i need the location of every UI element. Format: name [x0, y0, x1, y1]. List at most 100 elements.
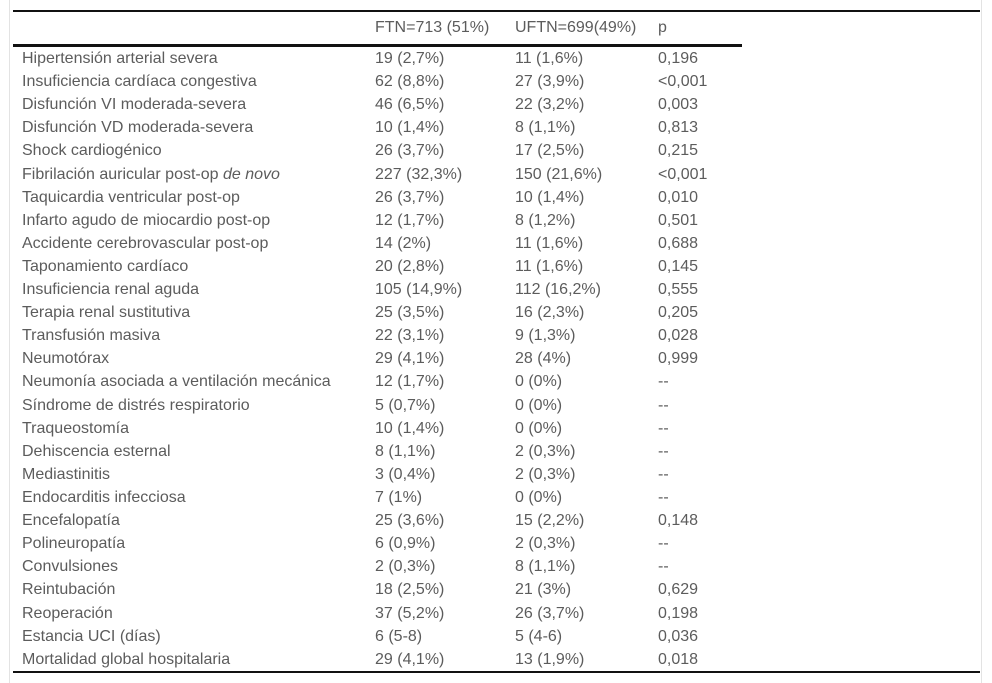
uftn-value-cell: 112 (16,2%)	[515, 281, 601, 299]
table-row: Disfunción VD moderada-severa 10 (1,4%) …	[13, 116, 980, 139]
condition-cell: Reintubación	[13, 580, 366, 599]
condition-cell: Accidente cerebrovascular post-op	[13, 234, 366, 253]
ftn-value-cell: 5 (0,7%)	[375, 396, 436, 414]
condition-label: Disfunción VD moderada-severa	[22, 119, 254, 137]
condition-label: Encefalopatía	[22, 512, 120, 530]
uftn-value-cell: 21 (3%)	[515, 581, 572, 599]
ftn-value-cell: 6 (5-8)	[375, 627, 423, 645]
uftn-value-cell: 28 (4%)	[515, 350, 572, 368]
table-row: Infarto agudo de miocardio post-op 12 (1…	[13, 209, 980, 232]
condition-label: Insuficiencia renal aguda	[22, 281, 200, 299]
condition-cell: Mediastinitis	[13, 465, 366, 484]
ftn-value-cell: 10 (1,4%)	[375, 419, 445, 437]
table-row: Mediastinitis 3 (0,4%) 2 (0,3%) --	[13, 463, 980, 486]
ftn-value-cell: 227 (32,3%)	[375, 165, 463, 183]
uftn-value-cell: 8 (1,2%)	[515, 211, 576, 229]
p-value-cell: 0,688	[658, 234, 699, 252]
condition-label: Síndrome de distrés respiratorio	[22, 396, 250, 414]
table-row: Traqueostomía 10 (1,4%) 0 (0%) --	[13, 417, 980, 440]
uftn-value-cell: 8 (1,1%)	[515, 558, 576, 576]
uftn-value-cell: 17 (2,5%)	[515, 142, 585, 160]
table-row: Neumonía asociada a ventilación mecánica…	[13, 371, 980, 394]
p-value-cell: 0,145	[658, 257, 699, 275]
condition-cell: Reoperación	[13, 604, 366, 623]
condition-cell: Disfunción VD moderada-severa	[13, 118, 366, 137]
condition-label: Transfusión masiva	[22, 327, 161, 345]
p-value-cell: 0,198	[658, 604, 699, 622]
table-top-rule	[13, 10, 980, 12]
uftn-value-cell: 150 (21,6%)	[515, 165, 603, 183]
condition-label: Fibrilación auricular post-op	[22, 165, 223, 183]
uftn-value-cell: 16 (2,3%)	[515, 304, 585, 322]
condition-cell: Encefalopatía	[13, 511, 366, 530]
uftn-value-cell: 0 (0%)	[515, 373, 563, 391]
uftn-value-cell: 0 (0%)	[515, 419, 563, 437]
condition-label: Disfunción VI moderada-severa	[22, 96, 247, 114]
ftn-value-cell: 29 (4,1%)	[375, 650, 445, 668]
ftn-value-cell: 2 (0,3%)	[375, 558, 436, 576]
p-value-cell: 0,205	[658, 304, 699, 322]
ftn-value-cell: 7 (1%)	[375, 489, 423, 507]
uftn-value-cell: 5 (4-6)	[515, 627, 563, 645]
condition-cell: Shock cardiogénico	[13, 141, 366, 160]
ftn-value-cell: 25 (3,5%)	[375, 304, 445, 322]
condition-cell: Dehiscencia esternal	[13, 442, 366, 461]
uftn-value-cell: 2 (0,3%)	[515, 442, 576, 460]
condition-label: Neumotórax	[22, 350, 110, 368]
uftn-value-cell: 15 (2,2%)	[515, 512, 585, 530]
p-value-cell: 0,036	[658, 627, 699, 645]
uftn-value-cell: 8 (1,1%)	[515, 119, 576, 137]
condition-label-italic: de novo	[222, 165, 280, 183]
ftn-value-cell: 19 (2,7%)	[375, 49, 445, 67]
condition-cell: Terapia renal sustitutiva	[13, 303, 366, 322]
ftn-value-cell: 6 (0,9%)	[375, 535, 436, 553]
p-value-cell: --	[658, 489, 669, 507]
condition-label: Convulsiones	[22, 558, 119, 576]
table-row: Neumotórax 29 (4,1%) 28 (4%) 0,999	[13, 347, 980, 370]
p-value-cell: 0,148	[658, 512, 699, 530]
uftn-value-cell: 27 (3,9%)	[515, 73, 585, 91]
p-value-cell: --	[658, 558, 669, 576]
uftn-value-cell: 13 (1,9%)	[515, 650, 585, 668]
ftn-value-cell: 10 (1,4%)	[375, 119, 445, 137]
condition-cell: Neumonía asociada a ventilación mecánica	[13, 372, 366, 391]
p-value-cell: --	[658, 373, 669, 391]
condition-label: Taquicardia ventricular post-op	[22, 188, 240, 206]
table-row: Reintubación 18 (2,5%) 21 (3%) 0,629	[13, 579, 980, 602]
ftn-value-cell: 25 (3,6%)	[375, 512, 445, 530]
condition-label: Endocarditis infecciosa	[22, 489, 186, 507]
condition-label: Insuficiencia cardíaca congestiva	[22, 73, 257, 91]
condition-cell: Mortalidad global hospitalaria	[13, 650, 366, 669]
ftn-value-cell: 46 (6,5%)	[375, 96, 445, 114]
condition-cell: Hipertensión arterial severa	[13, 49, 366, 68]
table-row: Endocarditis infecciosa 7 (1%) 0 (0%) --	[13, 486, 980, 509]
ftn-value-cell: 22 (3,1%)	[375, 327, 445, 345]
ftn-value-cell: 26 (3,7%)	[375, 188, 445, 206]
table-row: Shock cardiogénico 26 (3,7%) 17 (2,5%) 0…	[13, 139, 980, 162]
table-row: Insuficiencia cardíaca congestiva 62 (8,…	[13, 70, 980, 93]
table-row: Taquicardia ventricular post-op 26 (3,7%…	[13, 186, 980, 209]
p-value-cell: --	[658, 396, 669, 414]
p-value-cell: 0,028	[658, 327, 699, 345]
header-ftn-group: FTN=713 (51%)	[375, 19, 490, 37]
uftn-value-cell: 26 (3,7%)	[515, 604, 585, 622]
condition-label: Dehiscencia esternal	[22, 442, 171, 460]
condition-label: Hipertensión arterial severa	[22, 49, 218, 67]
condition-label: Accidente cerebrovascular post-op	[22, 234, 269, 252]
condition-cell: Síndrome de distrés respiratorio	[13, 396, 366, 415]
condition-cell: Polineuropatía	[13, 534, 366, 553]
ftn-value-cell: 29 (4,1%)	[375, 350, 445, 368]
table-row: Transfusión masiva 22 (3,1%) 9 (1,3%) 0,…	[13, 324, 980, 347]
ftn-value-cell: 105 (14,9%)	[375, 281, 463, 299]
p-value-cell: --	[658, 442, 669, 460]
condition-label: Taponamiento cardíaco	[22, 257, 189, 275]
condition-cell: Insuficiencia renal aguda	[13, 280, 366, 299]
table-row: Estancia UCI (días) 6 (5-8) 5 (4-6) 0,03…	[13, 625, 980, 648]
table-row: Accidente cerebrovascular post-op 14 (2%…	[13, 232, 980, 255]
uftn-value-cell: 11 (1,6%)	[515, 49, 584, 67]
p-value-cell: --	[658, 419, 669, 437]
condition-cell: Estancia UCI (días)	[13, 627, 366, 646]
table-row: Insuficiencia renal aguda 105 (14,9%) 11…	[13, 278, 980, 301]
table-row: Taponamiento cardíaco 20 (2,8%) 11 (1,6%…	[13, 255, 980, 278]
